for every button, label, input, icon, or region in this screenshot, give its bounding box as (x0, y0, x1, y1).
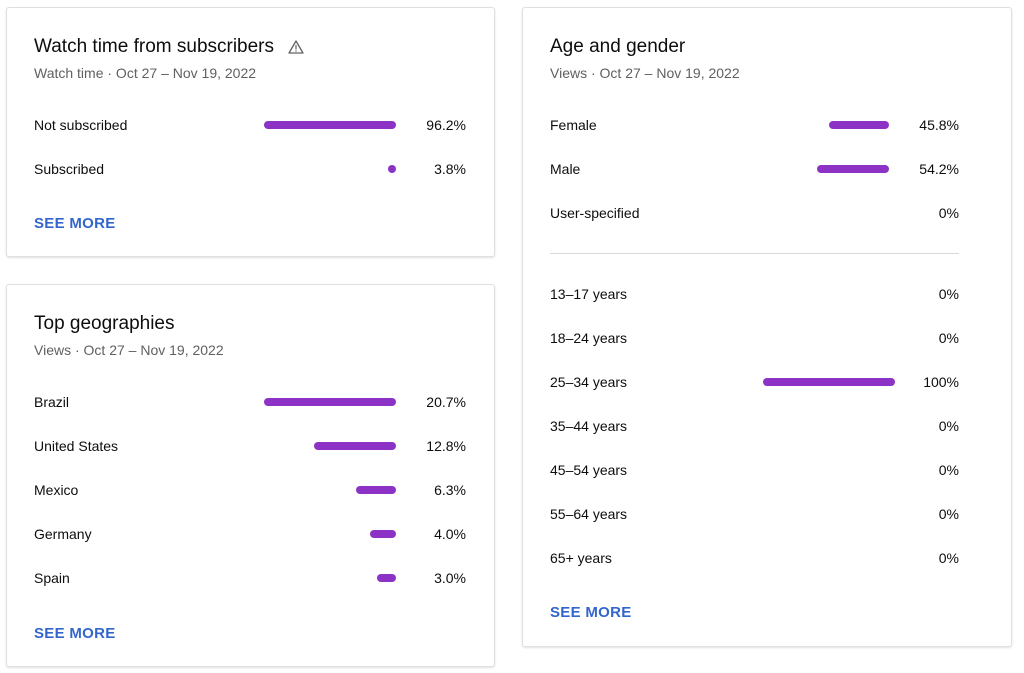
row-value: 0% (938, 418, 959, 434)
list-item: Spain 3.0% (34, 566, 466, 590)
age-gender-card: Age and gender Views · Oct 27 – Nov 19, … (522, 7, 1012, 647)
list-item: 25–34 years 100% (550, 370, 959, 394)
row-label: Germany (34, 526, 92, 542)
list-item: 35–44 years 0% (550, 414, 959, 438)
geographies-card-subtitle: Views · Oct 27 – Nov 19, 2022 (34, 342, 224, 358)
row-value: 0% (938, 506, 959, 522)
row-value: 4.0% (434, 526, 466, 542)
row-label: Subscribed (34, 161, 105, 177)
row-value: 0% (938, 286, 959, 302)
geographies-card-title: Top geographies (34, 313, 175, 334)
bar-fill (356, 486, 396, 494)
row-label: Spain (34, 570, 70, 586)
row-label: United States (34, 438, 119, 454)
row-label: 35–44 years (550, 418, 628, 434)
row-value: 6.3% (434, 482, 466, 498)
list-item: Brazil 20.7% (34, 390, 466, 414)
row-label: 55–64 years (550, 506, 628, 522)
bar-fill (763, 378, 895, 386)
bar-fill (817, 165, 889, 173)
list-item: Subscribed 3.8% (34, 157, 466, 181)
subscribers-card-subtitle: Watch time · Oct 27 – Nov 19, 2022 (34, 65, 257, 81)
bar-fill (314, 442, 396, 450)
row-value: 20.7% (426, 394, 466, 410)
bar-fill (829, 121, 889, 129)
list-item: 65+ years 0% (550, 546, 959, 570)
list-item: Mexico 6.3% (34, 478, 466, 502)
list-item: Female 45.8% (550, 113, 959, 137)
row-label: 18–24 years (550, 330, 628, 346)
list-item: 18–24 years 0% (550, 326, 959, 350)
subscribers-title-text: Watch time from subscribers (34, 36, 275, 57)
warning-triangle-icon[interactable] (288, 39, 304, 55)
see-more-link[interactable]: SEE MORE (34, 215, 116, 232)
row-value: 12.8% (426, 438, 466, 454)
list-item: 55–64 years 0% (550, 502, 959, 526)
row-value: 0% (938, 205, 959, 221)
age-gender-card-subtitle: Views · Oct 27 – Nov 19, 2022 (550, 65, 740, 81)
list-item: United States 12.8% (34, 434, 466, 458)
row-label: 25–34 years (550, 374, 628, 390)
list-item: Germany 4.0% (34, 522, 466, 546)
row-value: 45.8% (919, 117, 959, 133)
list-item: 45–54 years 0% (550, 458, 959, 482)
bar-fill (264, 121, 396, 129)
list-item: Male 54.2% (550, 157, 959, 181)
list-item: 13–17 years 0% (550, 282, 959, 306)
age-gender-card-title: Age and gender (550, 36, 686, 57)
top-geographies-card: Top geographies Views · Oct 27 – Nov 19,… (6, 284, 495, 667)
row-value: 100% (923, 374, 959, 390)
list-item: User-specified 0% (550, 201, 959, 225)
row-label: 65+ years (550, 550, 612, 566)
bar-fill (388, 165, 396, 173)
bar-fill (370, 530, 396, 538)
subscribers-card: Watch time from subscribers Watch time ·… (6, 7, 495, 257)
see-more-link[interactable]: SEE MORE (550, 604, 632, 621)
row-label: 45–54 years (550, 462, 628, 478)
row-label: Not subscribed (34, 117, 128, 133)
subscribers-card-title: Watch time from subscribers (34, 36, 304, 58)
divider (550, 253, 959, 254)
row-value: 0% (938, 462, 959, 478)
row-label: Female (550, 117, 597, 133)
row-label: Brazil (34, 394, 70, 410)
row-value: 0% (938, 330, 959, 346)
row-label: 13–17 years (550, 286, 628, 302)
see-more-link[interactable]: SEE MORE (34, 625, 116, 642)
row-value: 3.0% (434, 570, 466, 586)
row-label: Male (550, 161, 581, 177)
row-value: 96.2% (426, 117, 466, 133)
row-value: 54.2% (919, 161, 959, 177)
row-value: 0% (938, 550, 959, 566)
row-label: User-specified (550, 205, 640, 221)
list-item: Not subscribed 96.2% (34, 113, 466, 137)
row-label: Mexico (34, 482, 79, 498)
row-value: 3.8% (434, 161, 466, 177)
bar-fill (377, 574, 396, 582)
bar-fill (264, 398, 396, 406)
